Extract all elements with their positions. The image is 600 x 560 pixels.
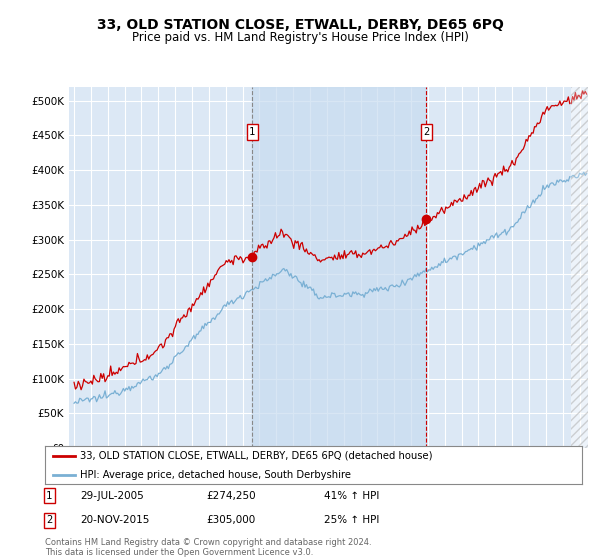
Text: Contains HM Land Registry data © Crown copyright and database right 2024.
This d: Contains HM Land Registry data © Crown c… (45, 538, 371, 557)
Text: HPI: Average price, detached house, South Derbyshire: HPI: Average price, detached house, Sout… (80, 470, 351, 480)
Text: 20-NOV-2015: 20-NOV-2015 (80, 515, 149, 525)
Text: 29-JUL-2005: 29-JUL-2005 (80, 491, 143, 501)
Text: 33, OLD STATION CLOSE, ETWALL, DERBY, DE65 6PQ (detached house): 33, OLD STATION CLOSE, ETWALL, DERBY, DE… (80, 451, 433, 461)
Bar (571, 87, 588, 448)
Bar (253, 87, 426, 448)
Text: 25% ↑ HPI: 25% ↑ HPI (324, 515, 380, 525)
Text: £305,000: £305,000 (206, 515, 256, 525)
Text: 2: 2 (423, 127, 430, 137)
Text: 41% ↑ HPI: 41% ↑ HPI (324, 491, 380, 501)
Text: Price paid vs. HM Land Registry's House Price Index (HPI): Price paid vs. HM Land Registry's House … (131, 31, 469, 44)
Text: 2: 2 (46, 515, 52, 525)
Text: 33, OLD STATION CLOSE, ETWALL, DERBY, DE65 6PQ: 33, OLD STATION CLOSE, ETWALL, DERBY, DE… (97, 18, 503, 32)
Text: £274,250: £274,250 (206, 491, 256, 501)
Text: 1: 1 (46, 491, 52, 501)
Text: 1: 1 (249, 127, 256, 137)
